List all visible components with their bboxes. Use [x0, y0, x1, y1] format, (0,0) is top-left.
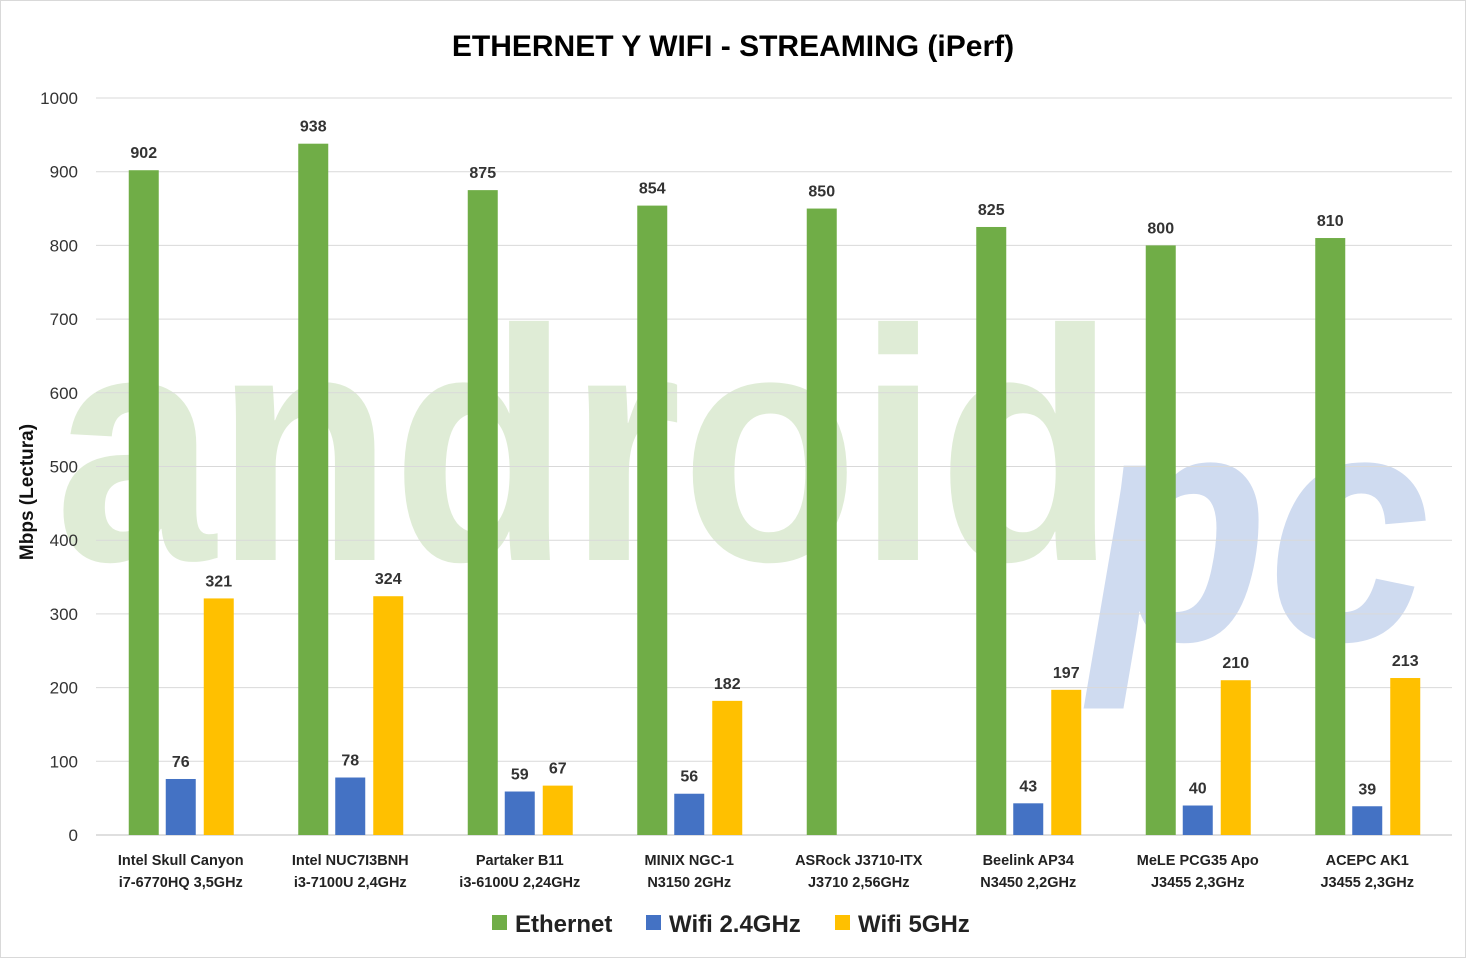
data-label: 213: [1392, 653, 1419, 670]
legend-swatch: [646, 915, 661, 930]
y-tick-label: 800: [50, 236, 78, 255]
bar-ethernet: [976, 226, 1007, 836]
x-tick-label: J3455 2,3GHz: [1151, 875, 1245, 891]
bar-wifi-5ghz: [712, 700, 743, 835]
x-tick-label: Intel Skull Canyon: [118, 853, 244, 869]
legend-swatch: [492, 915, 507, 930]
bar-wifi-2-4ghz: [1013, 803, 1044, 835]
bar-ethernet: [806, 208, 837, 836]
bar-wifi-2-4ghz: [504, 791, 535, 835]
data-label: 850: [808, 184, 835, 201]
data-label: 56: [680, 769, 698, 786]
x-tick-label: N3450 2,2GHz: [980, 875, 1076, 891]
x-tick-label: Beelink AP34: [983, 853, 1074, 869]
watermark-logo: android pc: [55, 261, 1430, 712]
bar-wifi-2-4ghz: [165, 778, 196, 835]
data-label: 76: [172, 754, 190, 771]
data-label: 854: [639, 181, 666, 198]
x-tick-label: J3710 2,56GHz: [808, 875, 910, 891]
bar-wifi-2-4ghz: [1182, 805, 1213, 835]
data-label: 324: [375, 571, 402, 588]
data-label: 43: [1019, 778, 1037, 795]
data-label: 902: [130, 145, 157, 162]
data-label: 197: [1053, 665, 1080, 682]
data-label: 78: [341, 753, 359, 770]
bar-ethernet: [298, 143, 329, 836]
y-tick-label: 0: [69, 826, 78, 845]
bar-wifi-5ghz: [373, 596, 404, 835]
data-label: 210: [1222, 655, 1249, 672]
data-label: 800: [1147, 220, 1174, 237]
x-tick-label: J3455 2,3GHz: [1320, 875, 1414, 891]
data-label: 39: [1358, 781, 1376, 798]
bar-ethernet: [1145, 245, 1176, 835]
bar-wifi-2-4ghz: [335, 777, 366, 835]
bar-wifi-2-4ghz: [1352, 806, 1383, 835]
svg-text:android: android: [55, 261, 1115, 630]
x-tick-label: ACEPC AK1: [1326, 853, 1409, 869]
y-tick-label: 100: [50, 752, 78, 771]
x-tick-label: Partaker B11: [476, 853, 564, 869]
data-label: 182: [714, 676, 741, 693]
x-tick-label: i3-6100U 2,24GHz: [459, 875, 580, 891]
y-tick-label: 500: [50, 458, 78, 477]
svg-text:pc: pc: [1081, 341, 1430, 712]
y-tick-label: 300: [50, 605, 78, 624]
y-tick-label: 1000: [40, 89, 78, 108]
bar-wifi-2-4ghz: [674, 793, 705, 835]
x-tick-label: MeLE PCG35 Apo: [1137, 853, 1259, 869]
y-tick-label: 600: [50, 384, 78, 403]
data-label: 938: [300, 119, 327, 136]
data-label: 67: [549, 761, 567, 778]
x-tick-label: N3150 2GHz: [647, 875, 731, 891]
chart-title: ETHERNET Y WIFI - STREAMING (iPerf): [452, 30, 1014, 63]
legend-entry: Ethernet: [515, 911, 612, 938]
y-axis-label: Mbps (Lectura): [17, 424, 38, 560]
x-tick-label: i3-7100U 2,4GHz: [294, 875, 407, 891]
y-tick-label: 700: [50, 310, 78, 329]
bar-wifi-5ghz: [1220, 680, 1251, 835]
data-label: 59: [511, 767, 529, 784]
bar-wifi-5ghz: [1390, 678, 1421, 835]
legend-entry: Wifi 2.4GHz: [669, 911, 801, 938]
bar-ethernet: [637, 205, 668, 836]
bar-ethernet: [128, 170, 159, 835]
x-tick-label: ASRock J3710-ITX: [795, 853, 923, 869]
x-tick-label: Intel NUC7I3BNH: [292, 853, 409, 869]
legend-swatch: [835, 915, 850, 930]
x-tick-label: MINIX NGC-1: [645, 853, 734, 869]
y-tick-label: 200: [50, 679, 78, 698]
y-tick-label: 400: [50, 531, 78, 550]
data-label: 875: [469, 165, 496, 182]
bar-ethernet: [1315, 238, 1346, 835]
y-tick-label: 900: [50, 163, 78, 182]
bar-wifi-5ghz: [203, 598, 234, 835]
bar-ethernet: [467, 190, 498, 835]
bar-wifi-5ghz: [1051, 689, 1082, 835]
data-label: 40: [1189, 781, 1207, 798]
data-label: 810: [1317, 213, 1344, 230]
data-label: 825: [978, 202, 1005, 219]
legend-entry: Wifi 5GHz: [858, 911, 970, 938]
bar-wifi-5ghz: [542, 785, 573, 835]
data-label: 321: [205, 573, 232, 590]
x-tick-label: i7-6770HQ 3,5GHz: [119, 875, 243, 891]
